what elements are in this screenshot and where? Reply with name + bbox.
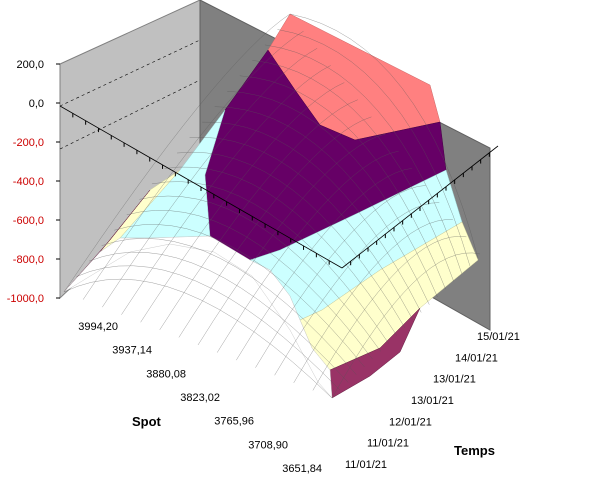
spot-tick-label: 3765,96 (214, 416, 254, 428)
z-tick-label: -600,0 (13, 215, 44, 227)
time-axis-title: Temps (454, 443, 495, 458)
wireframe-line (289, 13, 479, 259)
wireframe-line (89, 251, 349, 383)
wireframe-line (164, 166, 398, 336)
z-tick-label: -800,0 (13, 254, 44, 266)
wireframe-line (176, 151, 406, 329)
z-tick-label: 0,0 (29, 98, 44, 110)
band-white (63, 235, 333, 399)
surface-wireframe (63, 13, 481, 399)
spot-tick-label: 3823,02 (180, 392, 220, 404)
wireframe-line (255, 185, 426, 368)
time-tick-label: 15/01/21 (477, 331, 520, 343)
wireframe-line (236, 168, 413, 361)
wireframe-line (264, 44, 462, 274)
wireframe-line (114, 224, 365, 368)
z-tick-label: -1000,0 (7, 293, 44, 305)
z-axis-labels: 200,0 0,0 -200,0 -400,0 -600,0 -800,0 -1000,0 (7, 59, 60, 305)
wireframe-line (101, 238, 357, 375)
spot-tick-label: 3708,90 (248, 439, 288, 451)
time-axis-labels: 11/01/21 11/01/21 12/01/21 13/01/21 13/01/21… (345, 331, 520, 471)
wireframe-line (76, 265, 341, 391)
time-tick-label: 13/01/21 (433, 374, 476, 386)
wireframe-line (178, 116, 372, 338)
time-tick-label: 13/01/21 (411, 395, 454, 407)
wireframe-line (216, 150, 399, 353)
time-tick-label: 11/01/21 (367, 438, 409, 450)
wireframe-line (82, 30, 304, 300)
time-tick-label: 11/01/21 (345, 459, 387, 471)
z-gridlines (59, 39, 201, 150)
wireframe-line (63, 278, 333, 399)
spot-tick-label: 3651,84 (282, 463, 322, 475)
wireframe-line (139, 195, 381, 352)
spot-tick-label: 3994,20 (78, 321, 118, 333)
wireframe-line (140, 82, 345, 323)
wireframe-line (252, 60, 454, 282)
wireframe-line (197, 133, 386, 346)
z-tick-label: 200,0 (16, 59, 44, 71)
wireframe-line (293, 219, 453, 383)
floor-axis-ticks (72, 113, 490, 266)
wireframe-line (312, 236, 467, 391)
spot-tick-label: 3880,08 (146, 368, 186, 380)
wireframe-line (331, 252, 481, 399)
z-tick-label: -400,0 (13, 176, 44, 188)
time-tick-label: 12/01/21 (389, 416, 432, 428)
wireframe-line (202, 121, 422, 313)
wireframe-line (214, 106, 430, 305)
spot-tick-label: 3937,14 (112, 345, 152, 357)
z-tick-label: -200,0 (13, 137, 44, 149)
wireframe-line (63, 13, 291, 293)
wireframe-line (151, 181, 389, 344)
wireframe-line (227, 91, 438, 297)
wireframe-line (189, 137, 414, 321)
wireframe-line (239, 75, 446, 290)
left-wall (59, 0, 201, 300)
wireframe-line (126, 210, 373, 360)
spot-axis-labels: 3994,20 3937,14 3880,08 3823,02 3765,96 3708,… (78, 321, 322, 475)
time-tick-label: 14/01/21 (455, 352, 498, 364)
spot-axis-title: Spot (132, 414, 162, 429)
wireframe-line (277, 29, 471, 266)
